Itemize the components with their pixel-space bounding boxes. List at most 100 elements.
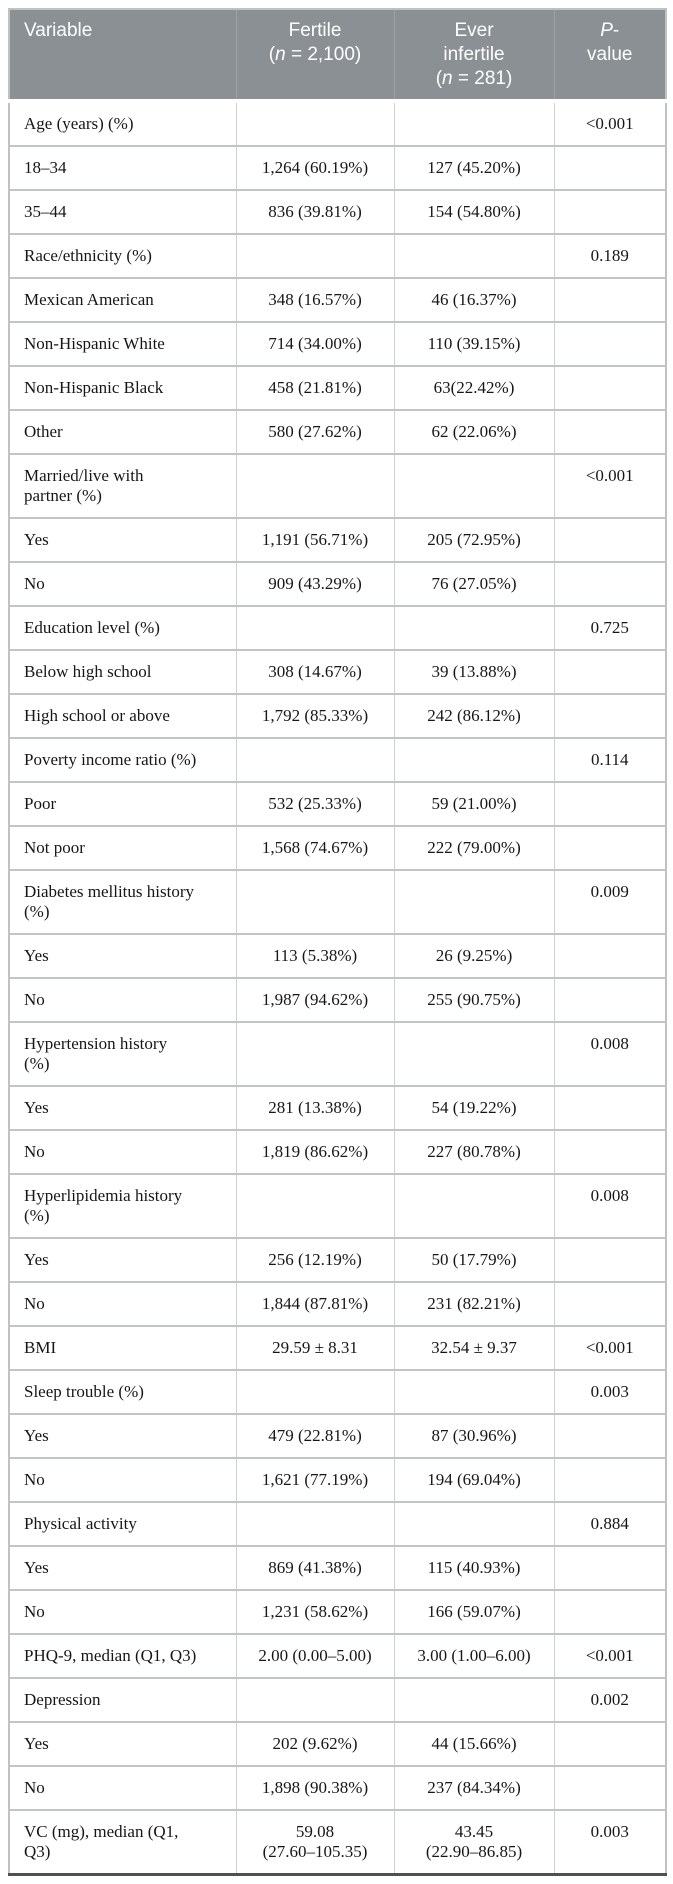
fertile-cell: 1,264 (60.19%) <box>235 146 394 190</box>
fertile-cell: 308 (14.67%) <box>235 650 394 694</box>
pvalue-cell <box>553 978 666 1022</box>
infertile-cell: 26 (9.25%) <box>393 934 554 978</box>
infertile-cell <box>393 738 554 782</box>
fertile-cell: 869 (41.38%) <box>235 1546 394 1590</box>
variable-cell: Depression <box>9 1678 236 1722</box>
fertile-cell <box>235 234 394 278</box>
pvalue-cell: 0.003 <box>553 1810 666 1875</box>
pvalue-cell <box>553 1766 666 1810</box>
variable-cell: Race/ethnicity (%) <box>9 234 236 278</box>
table-row: No 1,819 (86.62%) 227 (80.78%) <box>9 1130 666 1174</box>
infertile-cell: 127 (45.20%) <box>393 146 554 190</box>
infertile-cell: 227 (80.78%) <box>393 1130 554 1174</box>
variable-cell: Poor <box>9 782 236 826</box>
table-row: High school or above 1,792 (85.33%) 242 … <box>9 694 666 738</box>
fertile-cell: 59.08 (27.60–105.35) <box>235 1810 394 1875</box>
fertile-cell <box>235 101 394 146</box>
variable-cell: Yes <box>9 934 236 978</box>
fertile-cell: 1,621 (77.19%) <box>235 1458 394 1502</box>
pvalue-cell <box>553 1590 666 1634</box>
fertile-cell: 1,819 (86.62%) <box>235 1130 394 1174</box>
table-row: Married/live with partner (%) <0.001 <box>9 454 666 518</box>
table-row: Other 580 (27.62%) 62 (22.06%) <box>9 410 666 454</box>
header-fertile: Fertile (n = 2,100) <box>235 9 394 103</box>
infertile-cell <box>393 454 554 518</box>
pvalue-cell <box>553 1722 666 1766</box>
pvalue-cell <box>553 410 666 454</box>
table-row: PHQ-9, median (Q1, Q3) 2.00 (0.00–5.00) … <box>9 1634 666 1678</box>
infertile-cell: 3.00 (1.00–6.00) <box>393 1634 554 1678</box>
header-p-line2: value <box>587 44 633 65</box>
header-ever-infertile: Ever infertile (n = 281) <box>393 9 554 103</box>
fertile-cell: 29.59 ± 8.31 <box>235 1326 394 1370</box>
pvalue-cell <box>553 278 666 322</box>
n-symbol: n <box>442 68 453 89</box>
variable-cell: Non-Hispanic White <box>9 322 236 366</box>
table-row: BMI 29.59 ± 8.31 32.54 ± 9.37 <0.001 <box>9 1326 666 1370</box>
infertile-cell: 205 (72.95%) <box>393 518 554 562</box>
fertile-cell: 458 (21.81%) <box>235 366 394 410</box>
variable-cell: Physical activity <box>9 1502 236 1546</box>
fertile-cell <box>235 606 394 650</box>
infertile-cell: 63(22.42%) <box>393 366 554 410</box>
header-ever-infertile-n: (n = 281) <box>435 68 513 89</box>
pvalue-cell: 0.009 <box>553 870 666 934</box>
pvalue-cell <box>553 826 666 870</box>
pvalue-cell <box>553 934 666 978</box>
infertile-cell: 39 (13.88%) <box>393 650 554 694</box>
variable-cell: Poverty income ratio (%) <box>9 738 236 782</box>
variable-cell: Below high school <box>9 650 236 694</box>
fertile-cell: 1,844 (87.81%) <box>235 1282 394 1326</box>
variable-cell: High school or above <box>9 694 236 738</box>
variable-cell: Not poor <box>9 826 236 870</box>
header-fertile-name: Fertile <box>288 20 342 41</box>
pvalue-cell <box>553 1238 666 1282</box>
infertile-cell <box>393 606 554 650</box>
header-fertile-n: (n = 2,100) <box>268 44 362 65</box>
infertile-cell: 222 (79.00%) <box>393 826 554 870</box>
n-symbol: n <box>275 44 286 65</box>
table-row: No 1,898 (90.38%) 237 (84.34%) <box>9 1766 666 1810</box>
infertile-cell: 43.45 (22.90–86.85) <box>393 1810 554 1875</box>
variable-cell: No <box>9 1766 236 1810</box>
fertile-cell <box>235 1022 394 1086</box>
infertile-cell <box>393 1022 554 1086</box>
infertile-cell <box>393 1502 554 1546</box>
pvalue-cell <box>553 190 666 234</box>
variable-cell: PHQ-9, median (Q1, Q3) <box>9 1634 236 1678</box>
fertile-cell: 113 (5.38%) <box>235 934 394 978</box>
pvalue-cell: <0.001 <box>553 454 666 518</box>
pvalue-cell: 0.114 <box>553 738 666 782</box>
infertile-cell: 62 (22.06%) <box>393 410 554 454</box>
fertile-cell <box>235 454 394 518</box>
fertile-cell: 580 (27.62%) <box>235 410 394 454</box>
table-row: Yes 869 (41.38%) 115 (40.93%) <box>9 1546 666 1590</box>
pvalue-cell <box>553 562 666 606</box>
variable-cell: Yes <box>9 518 236 562</box>
table-row: Yes 479 (22.81%) 87 (30.96%) <box>9 1414 666 1458</box>
variable-cell: No <box>9 1458 236 1502</box>
infertile-cell: 194 (69.04%) <box>393 1458 554 1502</box>
pvalue-cell <box>553 1458 666 1502</box>
variable-cell: No <box>9 1282 236 1326</box>
fertile-cell: 1,987 (94.62%) <box>235 978 394 1022</box>
table-row: Non-Hispanic Black 458 (21.81%) 63(22.42… <box>9 366 666 410</box>
fertile-cell: 1,898 (90.38%) <box>235 1766 394 1810</box>
infertile-cell: 237 (84.34%) <box>393 1766 554 1810</box>
table-body: Age (years) (%) <0.001 18–34 1,264 (60.1… <box>9 101 666 1875</box>
table-row: Poor 532 (25.33%) 59 (21.00%) <box>9 782 666 826</box>
fertile-cell <box>235 1678 394 1722</box>
header-ever-infertile-name-line1: Ever <box>454 20 494 41</box>
infertile-cell: 46 (16.37%) <box>393 278 554 322</box>
table-row: Depression 0.002 <box>9 1678 666 1722</box>
fertile-cell <box>235 1502 394 1546</box>
variable-cell: Married/live with partner (%) <box>9 454 236 518</box>
table-row: Hypertension history (%) 0.008 <box>9 1022 666 1086</box>
variable-cell: 35–44 <box>9 190 236 234</box>
pvalue-cell: 0.725 <box>553 606 666 650</box>
fertile-cell: 348 (16.57%) <box>235 278 394 322</box>
pvalue-cell <box>553 1130 666 1174</box>
variable-cell: Education level (%) <box>9 606 236 650</box>
table-row: Physical activity 0.884 <box>9 1502 666 1546</box>
fertile-cell: 532 (25.33%) <box>235 782 394 826</box>
